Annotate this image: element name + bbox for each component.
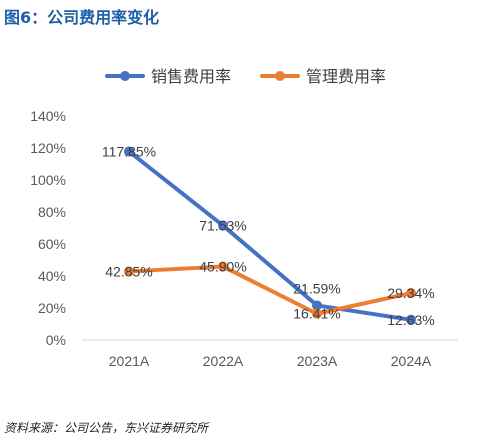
y-tick-label: 80% [38, 204, 66, 220]
data-label: 71.53% [199, 218, 246, 234]
legend-label: 管理费用率 [306, 67, 386, 86]
legend-marker [120, 71, 130, 81]
x-axis-ticks: 2021A 2022A 2023A 2024A [109, 353, 432, 369]
data-label: 117.85% [102, 143, 156, 159]
y-tick-label: 60% [38, 236, 66, 252]
x-tick-label: 2024A [391, 353, 432, 369]
data-point [218, 261, 228, 272]
data-point [124, 146, 134, 157]
series-line [127, 149, 413, 322]
legend-marker [275, 71, 285, 81]
y-tick-label: 20% [38, 300, 66, 316]
series-markers [124, 146, 416, 325]
legend-label: 销售费用率 [151, 67, 231, 86]
data-point [312, 300, 322, 311]
data-point [312, 308, 322, 319]
data-point [218, 220, 228, 231]
chart-legend: 销售费用率 管理费用率 [105, 67, 386, 86]
data-label: 12.63% [387, 312, 434, 328]
y-axis-ticks: 0% 20% 40% 60% 80% 100% 120% 140% [30, 108, 66, 348]
data-point [124, 266, 134, 277]
series-lines [127, 149, 413, 322]
y-tick-label: 0% [46, 332, 66, 348]
figure-title: 图6：公司费用率变化 [4, 8, 160, 27]
data-point [406, 288, 416, 299]
data-label: 29.34% [387, 285, 434, 301]
y-tick-label: 120% [30, 140, 66, 156]
data-label: 45.90% [199, 259, 246, 275]
data-label: 42.85% [105, 263, 152, 279]
data-label: 16.41% [293, 306, 340, 322]
y-tick-label: 40% [38, 268, 66, 284]
x-tick-label: 2021A [109, 353, 150, 369]
source-note: 资料来源：公司公告，东兴证券研究所 [4, 421, 209, 435]
data-point [406, 314, 416, 325]
series-line [127, 264, 413, 316]
y-tick-label: 140% [30, 108, 66, 124]
data-label: 21.59% [293, 280, 340, 296]
x-tick-label: 2022A [203, 353, 244, 369]
x-tick-label: 2023A [297, 353, 338, 369]
data-labels: 117.85% 71.53% 21.59% 12.63% 42.85% 45.90% 16.… [102, 143, 435, 327]
y-tick-label: 100% [30, 172, 66, 188]
